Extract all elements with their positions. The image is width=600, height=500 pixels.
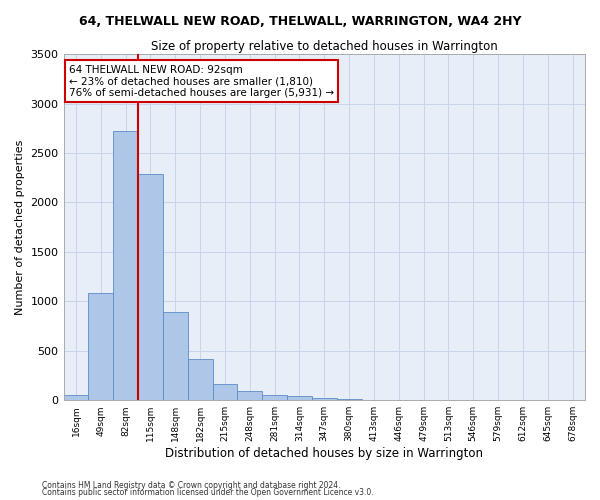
- Bar: [88, 294, 113, 400]
- Text: 64 THELWALL NEW ROAD: 92sqm
← 23% of detached houses are smaller (1,810)
76% of : 64 THELWALL NEW ROAD: 92sqm ← 23% of det…: [69, 64, 334, 98]
- Bar: [287, 396, 312, 400]
- Text: Contains HM Land Registry data © Crown copyright and database right 2024.: Contains HM Land Registry data © Crown c…: [42, 480, 341, 490]
- Bar: [262, 395, 287, 400]
- X-axis label: Distribution of detached houses by size in Warrington: Distribution of detached houses by size …: [165, 447, 483, 460]
- Y-axis label: Number of detached properties: Number of detached properties: [15, 140, 25, 315]
- Bar: [64, 396, 88, 400]
- Bar: [312, 398, 337, 400]
- Bar: [238, 392, 262, 400]
- Text: Contains public sector information licensed under the Open Government Licence v3: Contains public sector information licen…: [42, 488, 374, 497]
- Bar: [113, 132, 138, 400]
- Bar: [163, 312, 188, 400]
- Bar: [212, 384, 238, 400]
- Bar: [188, 359, 212, 400]
- Text: 64, THELWALL NEW ROAD, THELWALL, WARRINGTON, WA4 2HY: 64, THELWALL NEW ROAD, THELWALL, WARRING…: [79, 15, 521, 28]
- Bar: [138, 174, 163, 400]
- Bar: [337, 399, 362, 400]
- Title: Size of property relative to detached houses in Warrington: Size of property relative to detached ho…: [151, 40, 497, 53]
